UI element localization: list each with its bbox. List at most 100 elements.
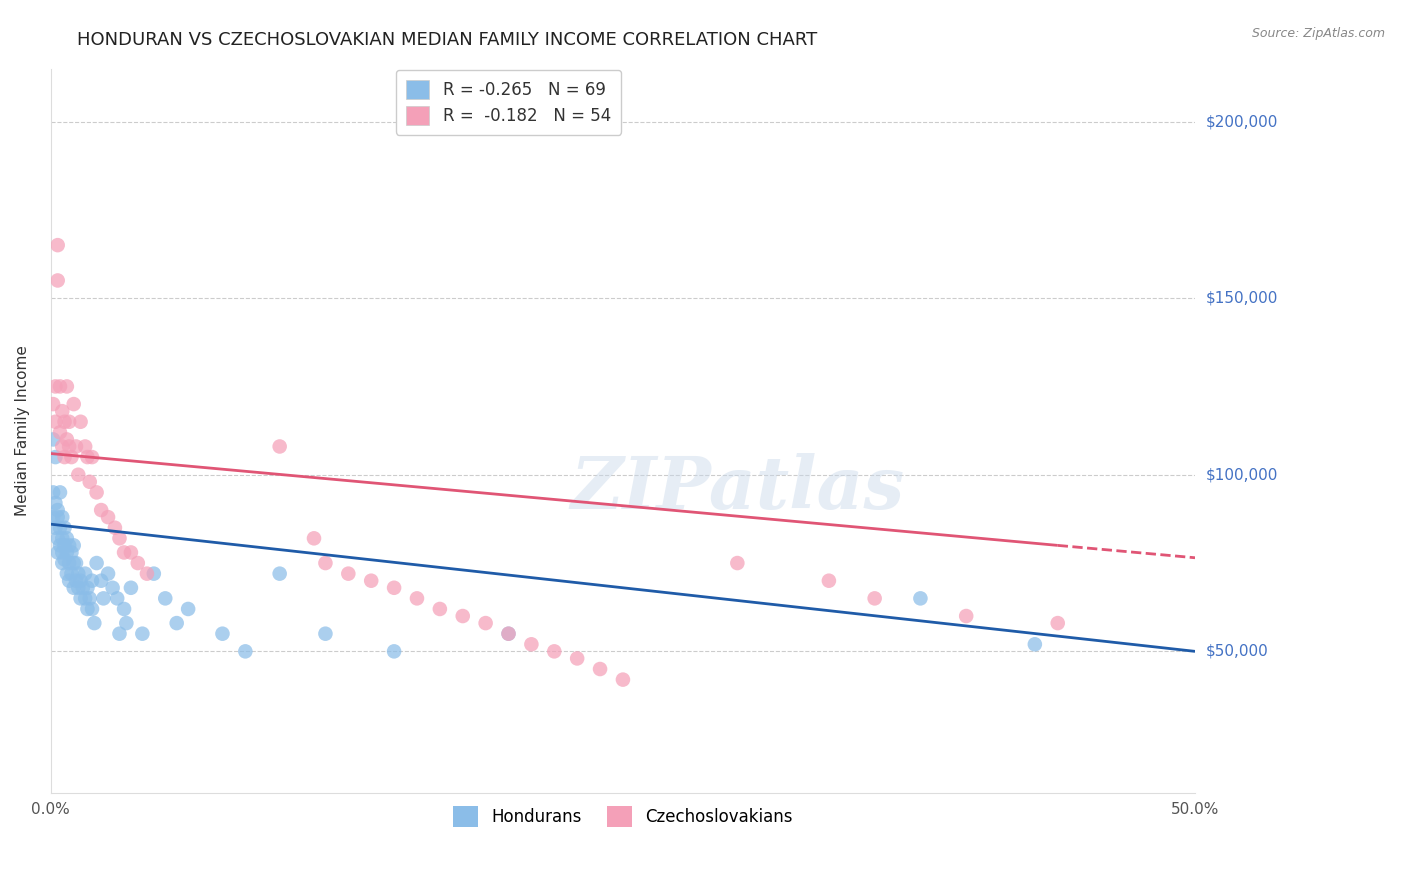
- Point: [51, 532, 73, 546]
- Point: [177, 602, 200, 616]
- Text: ZIPatlas: ZIPatlas: [571, 453, 904, 524]
- Point: [314, 556, 336, 570]
- Point: [360, 574, 382, 588]
- Point: [101, 581, 124, 595]
- Point: [67, 566, 90, 581]
- Point: [53, 538, 76, 552]
- Point: [58, 556, 80, 570]
- Y-axis label: Median Family Income: Median Family Income: [15, 345, 30, 516]
- Point: [79, 591, 101, 606]
- Point: [80, 574, 103, 588]
- Point: [53, 552, 76, 566]
- Point: [51, 404, 73, 418]
- Point: [49, 379, 72, 393]
- Point: [69, 574, 91, 588]
- Point: [1046, 616, 1069, 631]
- Text: $200,000: $200,000: [1206, 114, 1278, 129]
- Point: [337, 566, 360, 581]
- Point: [53, 415, 76, 429]
- Point: [166, 616, 188, 631]
- Point: [58, 440, 80, 454]
- Point: [382, 581, 405, 595]
- Text: $100,000: $100,000: [1206, 467, 1278, 483]
- Point: [498, 626, 520, 640]
- Point: [46, 238, 69, 252]
- Point: [46, 273, 69, 287]
- Legend: Hondurans, Czechoslovakians: Hondurans, Czechoslovakians: [444, 798, 801, 835]
- Point: [49, 521, 72, 535]
- Point: [567, 651, 589, 665]
- Point: [90, 503, 112, 517]
- Point: [90, 574, 112, 588]
- Point: [97, 566, 120, 581]
- Point: [56, 566, 79, 581]
- Point: [44, 415, 66, 429]
- Point: [51, 556, 73, 570]
- Point: [86, 485, 108, 500]
- Point: [58, 574, 80, 588]
- Point: [97, 510, 120, 524]
- Point: [62, 581, 84, 595]
- Point: [108, 626, 131, 640]
- Point: [429, 602, 451, 616]
- Point: [910, 591, 932, 606]
- Point: [75, 440, 97, 454]
- Point: [863, 591, 886, 606]
- Point: [44, 379, 66, 393]
- Point: [112, 545, 135, 559]
- Point: [136, 566, 159, 581]
- Point: [75, 591, 97, 606]
- Point: [543, 644, 565, 658]
- Point: [589, 662, 612, 676]
- Point: [955, 609, 977, 624]
- Point: [69, 591, 91, 606]
- Point: [155, 591, 177, 606]
- Point: [46, 545, 69, 559]
- Point: [120, 545, 142, 559]
- Point: [65, 574, 87, 588]
- Point: [49, 485, 72, 500]
- Point: [44, 521, 66, 535]
- Point: [725, 556, 748, 570]
- Point: [42, 397, 65, 411]
- Point: [44, 450, 66, 464]
- Point: [62, 538, 84, 552]
- Point: [60, 545, 83, 559]
- Text: $50,000: $50,000: [1206, 644, 1268, 659]
- Point: [58, 538, 80, 552]
- Point: [76, 450, 98, 464]
- Point: [49, 425, 72, 440]
- Point: [86, 556, 108, 570]
- Point: [53, 521, 76, 535]
- Point: [56, 433, 79, 447]
- Point: [53, 450, 76, 464]
- Point: [76, 581, 98, 595]
- Point: [44, 496, 66, 510]
- Point: [105, 591, 128, 606]
- Point: [51, 545, 73, 559]
- Point: [60, 450, 83, 464]
- Point: [474, 616, 496, 631]
- Point: [235, 644, 257, 658]
- Point: [269, 566, 291, 581]
- Point: [42, 485, 65, 500]
- Point: [42, 433, 65, 447]
- Point: [131, 626, 153, 640]
- Point: [76, 602, 98, 616]
- Text: Source: ZipAtlas.com: Source: ZipAtlas.com: [1251, 27, 1385, 40]
- Point: [406, 591, 429, 606]
- Point: [56, 379, 79, 393]
- Point: [67, 581, 90, 595]
- Point: [46, 503, 69, 517]
- Point: [79, 475, 101, 489]
- Point: [612, 673, 634, 687]
- Point: [46, 532, 69, 546]
- Point: [56, 532, 79, 546]
- Point: [65, 440, 87, 454]
- Text: $150,000: $150,000: [1206, 291, 1278, 306]
- Point: [62, 556, 84, 570]
- Point: [51, 440, 73, 454]
- Point: [451, 609, 474, 624]
- Point: [211, 626, 233, 640]
- Point: [62, 397, 84, 411]
